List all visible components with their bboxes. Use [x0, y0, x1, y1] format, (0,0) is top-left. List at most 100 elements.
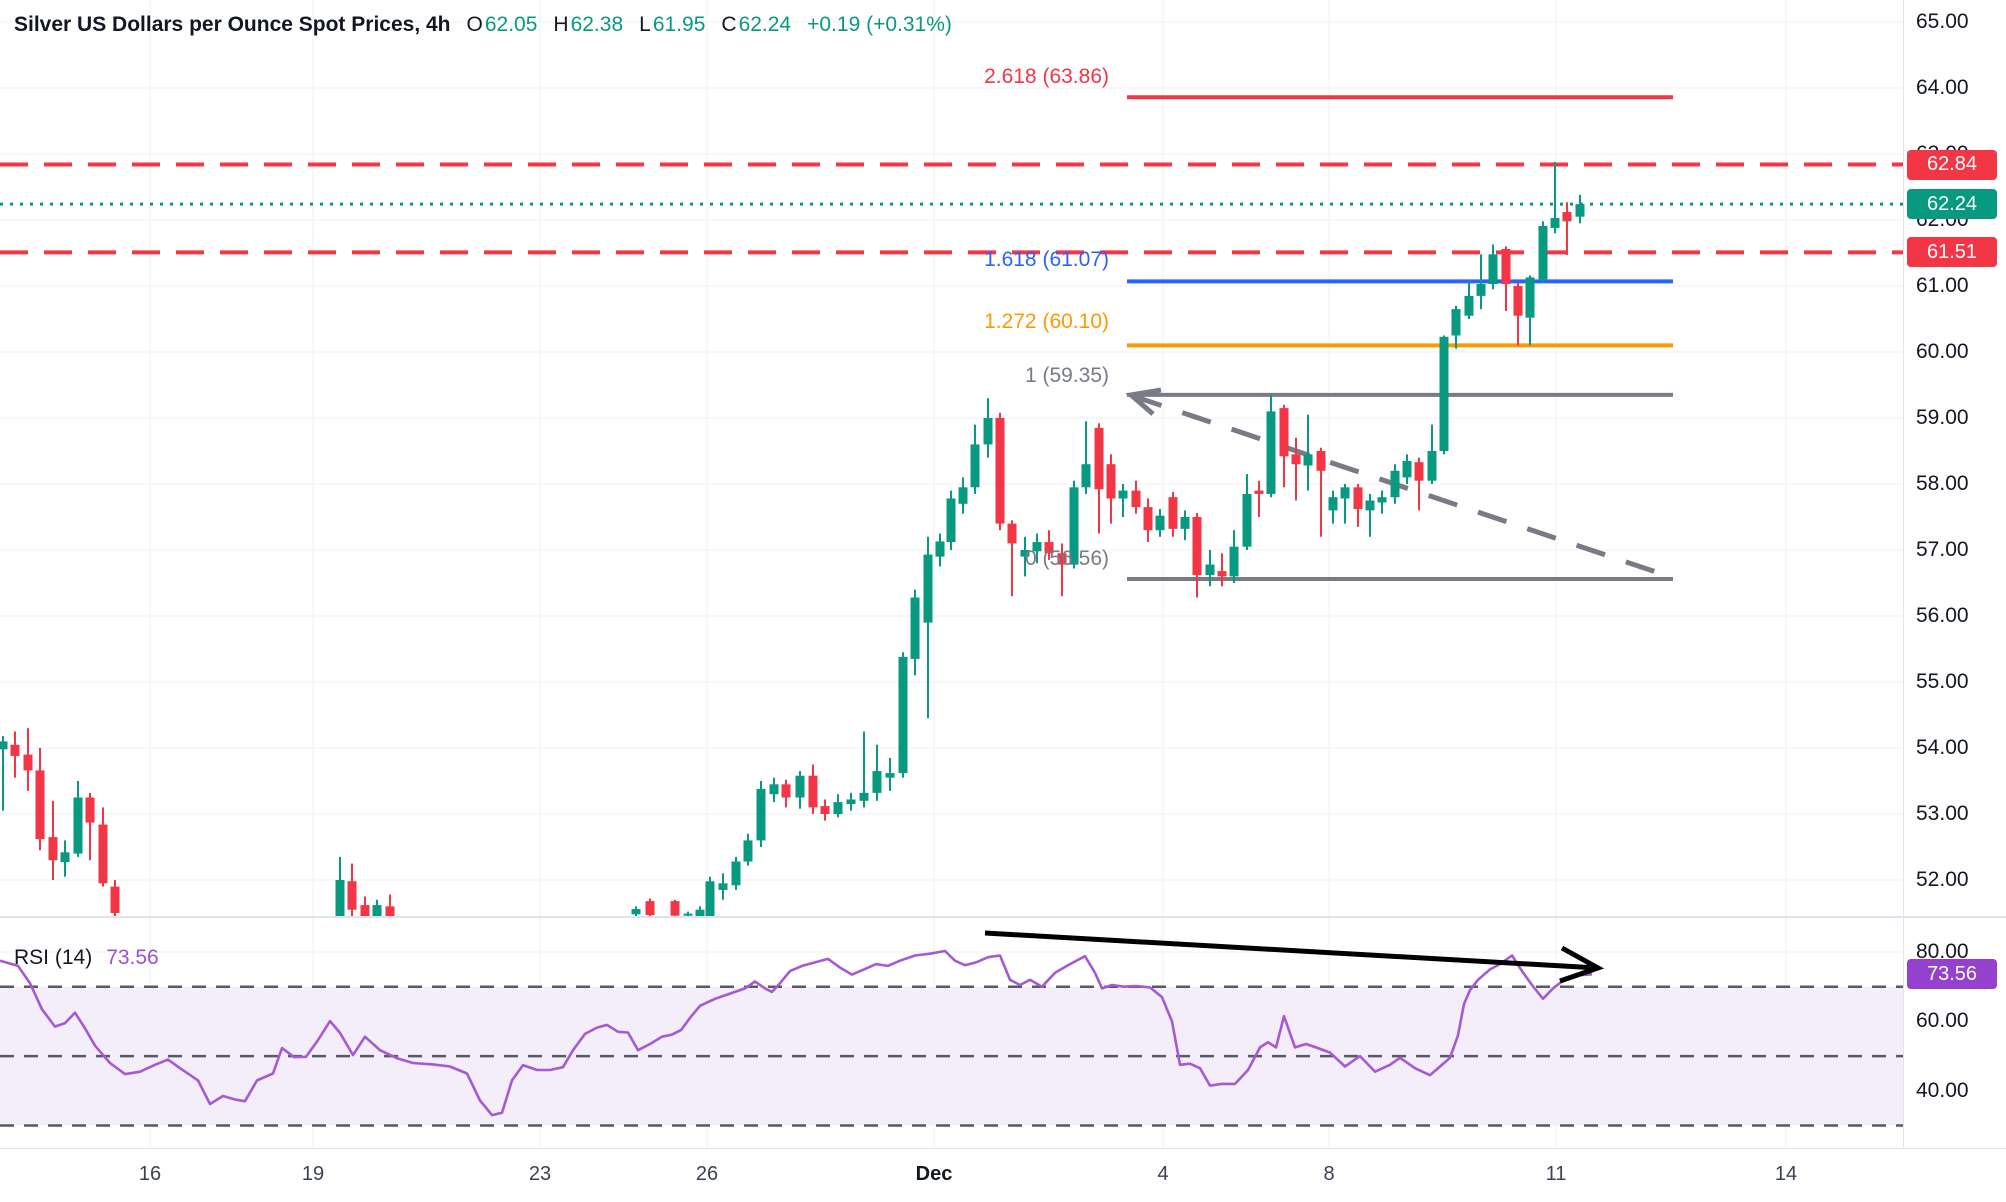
candle-body [1242, 493, 1252, 547]
candle-body [1069, 487, 1079, 565]
candle-body [1451, 309, 1461, 336]
annotation-arrow-head-icon [1559, 945, 1605, 984]
candle-body [683, 913, 693, 916]
candle-body [743, 840, 753, 862]
price-axis-label: 55.00 [1916, 670, 1969, 693]
trendline-arrowhead-icon [1125, 387, 1162, 416]
candle-body [1155, 515, 1165, 531]
candle-body [385, 906, 395, 917]
candle-body [60, 852, 70, 863]
pane-separator[interactable] [0, 916, 2006, 918]
ohlc-key: L [639, 13, 651, 36]
price-badge: 62.84 [1907, 149, 1997, 180]
candle-body [1340, 487, 1350, 499]
candle-body [645, 901, 655, 915]
change-value: +0.19 (+0.31%) [807, 13, 952, 36]
price-axis-label: 59.00 [1916, 406, 1969, 429]
time-axis-label: Dec [915, 1163, 953, 1185]
candle-body [1266, 411, 1276, 494]
symbol-title: Silver US Dollars per Ounce Spot Prices,… [14, 13, 451, 36]
candle-body [1427, 451, 1437, 481]
candle-body [1390, 470, 1400, 498]
candle-body [1365, 500, 1375, 511]
candle-body [1538, 225, 1548, 280]
right-axis-border [1903, 0, 1904, 1148]
time-axis-label: 4 [1157, 1163, 1169, 1185]
candle-body [1414, 462, 1424, 481]
candle-body [1180, 517, 1190, 529]
candle-body [372, 905, 382, 917]
ohlc-values: O 62.05 H 62.38 L 61.95 C 62.24 [467, 13, 792, 37]
candle-body [695, 909, 705, 917]
symbol-header: Silver US Dollars per Ounce Spot Prices,… [14, 13, 952, 37]
annotation-arrow-shaft[interactable] [984, 930, 1599, 971]
candle-body [1007, 523, 1017, 544]
rsi-axis-label: 80.00 [1916, 940, 1969, 963]
rsi-header: RSI (14) 73.56 [14, 946, 159, 970]
candle-body [718, 883, 728, 890]
price-axis-label: 57.00 [1916, 538, 1969, 561]
candle-body [705, 881, 715, 917]
candle-body [73, 797, 83, 854]
candle-body [859, 792, 869, 801]
price-axis-label: 64.00 [1916, 76, 1969, 99]
candle-body [1106, 464, 1116, 499]
ohlc-item: L 61.95 [639, 13, 705, 37]
candle-body [1316, 451, 1326, 471]
fib-label[interactable]: 1 (59.35) [1024, 364, 1109, 387]
candle-body [1464, 295, 1474, 316]
fib-label[interactable]: 1.272 (60.10) [984, 310, 1109, 333]
ohlc-value: 62.05 [484, 13, 538, 36]
candle-body [946, 498, 956, 543]
ohlc-item: C 62.24 [721, 13, 791, 37]
candle-body [1353, 487, 1363, 510]
trendline-dashed[interactable] [1132, 393, 1669, 579]
rsi-value: 73.56 [106, 946, 159, 969]
candle-body [1303, 454, 1313, 466]
ohlc-value: 61.95 [652, 13, 706, 36]
rsi-title: RSI (14) [14, 946, 93, 969]
ohlc-key: O [466, 13, 483, 36]
price-badge: 62.24 [1907, 189, 1997, 220]
rsi-layer[interactable] [0, 949, 1593, 1117]
time-axis-label: 11 [1545, 1163, 1567, 1185]
candle-body [1143, 507, 1153, 531]
candle-body [1439, 336, 1449, 451]
price-axis-label: 65.00 [1916, 10, 1969, 33]
candle-body [1328, 497, 1338, 511]
candle-body [846, 799, 856, 805]
ohlc-item: H 62.38 [553, 13, 623, 37]
fib-label[interactable]: 0 (56.56) [1024, 547, 1109, 570]
time-axis-label: 26 [695, 1163, 719, 1185]
candle-body [1575, 204, 1585, 217]
candle-body [98, 824, 108, 884]
time-axis-label: 16 [138, 1163, 162, 1185]
rsi-axis-label: 60.00 [1916, 1009, 1969, 1033]
ohlc-key: H [553, 13, 569, 36]
candle-body [820, 806, 830, 814]
candle-body [1488, 254, 1498, 285]
candles-layer[interactable] [0, 161, 1585, 926]
candle-body [910, 597, 920, 659]
candle-body [1057, 553, 1067, 565]
candle-body [1501, 249, 1511, 285]
candle-body [23, 754, 33, 771]
candle-body [1032, 542, 1042, 552]
fib-label[interactable]: 1.618 (61.07) [984, 248, 1109, 271]
candle-body [958, 487, 968, 504]
candle-body [781, 784, 791, 798]
price-axis-label: 58.00 [1916, 472, 1969, 495]
candle-body [1279, 408, 1289, 457]
time-axis-label: 19 [301, 1163, 325, 1185]
price-axis-label: 53.00 [1916, 802, 1969, 825]
candle-body [808, 775, 818, 808]
fib-label[interactable]: 2.618 (63.86) [984, 65, 1109, 88]
price-badge: 61.51 [1907, 237, 1997, 268]
candle-body [923, 554, 933, 623]
candle-body [898, 656, 908, 774]
candle-body [1377, 497, 1387, 503]
rsi-axis-label: 40.00 [1916, 1078, 1969, 1102]
price-axis-label: 56.00 [1916, 604, 1969, 627]
